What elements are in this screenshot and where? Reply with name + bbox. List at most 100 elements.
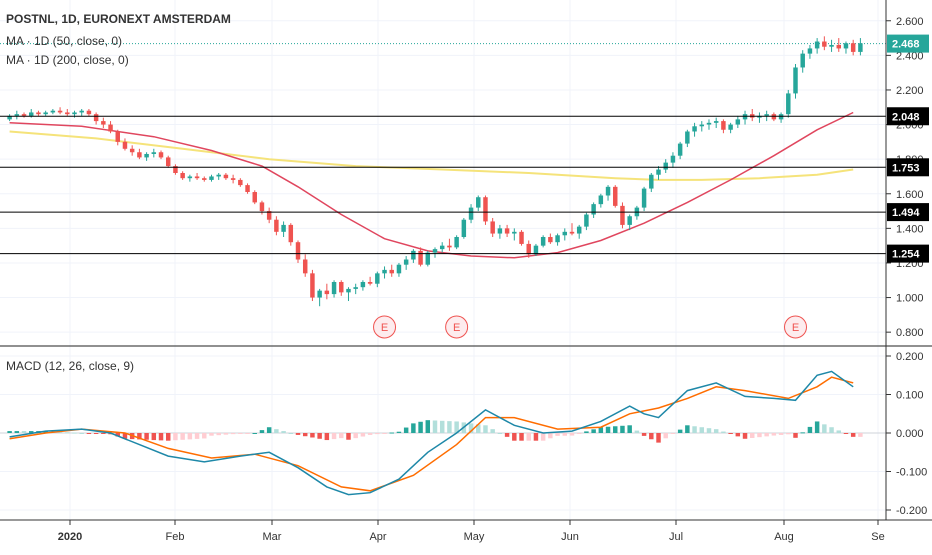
candle[interactable]: [439, 242, 445, 253]
candle[interactable]: [468, 204, 474, 224]
candle[interactable]: [757, 112, 762, 123]
candle[interactable]: [187, 174, 193, 182]
candle[interactable]: [245, 183, 250, 194]
candle[interactable]: [288, 223, 294, 246]
candle[interactable]: [807, 44, 813, 59]
candle[interactable]: [742, 110, 748, 125]
candle[interactable]: [778, 112, 784, 123]
candle[interactable]: [699, 121, 705, 132]
candle[interactable]: [576, 224, 582, 239]
candle[interactable]: [677, 141, 683, 160]
candle[interactable]: [656, 166, 661, 180]
macd-signal-line[interactable]: [9, 376, 854, 492]
candle[interactable]: [382, 266, 387, 279]
candle[interactable]: [14, 110, 20, 120]
level-price-badge[interactable]: 1.494: [887, 203, 929, 222]
candle[interactable]: [526, 240, 531, 258]
candle[interactable]: [598, 193, 604, 208]
candle[interactable]: [728, 122, 733, 134]
candle[interactable]: [194, 173, 200, 180]
candle[interactable]: [771, 112, 777, 122]
candle[interactable]: [230, 174, 236, 184]
candle[interactable]: [108, 121, 113, 134]
candle[interactable]: [317, 288, 322, 307]
ma200-legend[interactable]: MA · 1D (200, close, 0): [6, 53, 129, 67]
candle[interactable]: [447, 238, 452, 251]
candle[interactable]: [569, 223, 575, 236]
candle[interactable]: [86, 108, 92, 116]
earnings-marker[interactable]: E: [784, 315, 808, 339]
candle[interactable]: [850, 39, 856, 56]
candle[interactable]: [649, 173, 654, 193]
candle[interactable]: [122, 138, 128, 151]
candle[interactable]: [43, 110, 48, 116]
candle[interactable]: [512, 228, 517, 241]
ma50-legend[interactable]: MA · 1D (50, close, 0): [6, 34, 122, 48]
candle[interactable]: [605, 185, 611, 201]
candle[interactable]: [454, 235, 459, 250]
candle[interactable]: [21, 112, 27, 118]
candle[interactable]: [858, 38, 863, 56]
candle[interactable]: [324, 283, 330, 300]
candle[interactable]: [295, 240, 301, 263]
level-price-badge[interactable]: 1.254: [887, 244, 929, 263]
candle[interactable]: [519, 230, 524, 246]
candle[interactable]: [79, 108, 84, 116]
candle[interactable]: [490, 217, 495, 238]
level-price-badge[interactable]: 1.753: [887, 158, 929, 177]
candle[interactable]: [822, 36, 827, 51]
earnings-marker[interactable]: E: [445, 315, 469, 339]
candle[interactable]: [129, 145, 135, 156]
candle[interactable]: [504, 224, 510, 238]
candle[interactable]: [302, 254, 308, 277]
candle[interactable]: [793, 64, 798, 99]
candle[interactable]: [151, 148, 157, 158]
candle[interactable]: [180, 171, 185, 180]
ma200-line[interactable]: [9, 130, 854, 181]
candle[interactable]: [786, 89, 791, 118]
candle[interactable]: [57, 107, 63, 115]
candle[interactable]: [216, 173, 221, 180]
candle[interactable]: [165, 155, 171, 168]
candle[interactable]: [620, 202, 625, 229]
candle[interactable]: [173, 164, 178, 175]
candle[interactable]: [735, 115, 741, 129]
candle[interactable]: [346, 287, 351, 302]
candle[interactable]: [627, 214, 632, 231]
macd-line[interactable]: [9, 370, 854, 496]
candle[interactable]: [266, 207, 272, 224]
candle[interactable]: [432, 247, 438, 258]
macd-legend[interactable]: MACD (12, 26, close, 9): [6, 359, 134, 373]
level-price-badge[interactable]: 2.048: [887, 107, 929, 126]
candle[interactable]: [331, 280, 337, 298]
candle[interactable]: [584, 212, 589, 231]
candle[interactable]: [65, 108, 70, 116]
candle[interactable]: [411, 249, 416, 263]
candle[interactable]: [591, 202, 596, 218]
candle[interactable]: [115, 129, 120, 146]
candle[interactable]: [418, 247, 423, 267]
candle[interactable]: [706, 119, 712, 130]
current-price-badge[interactable]: 2.468: [887, 34, 929, 53]
candle[interactable]: [202, 176, 207, 182]
candle[interactable]: [252, 190, 257, 205]
candle[interactable]: [692, 122, 697, 137]
candle[interactable]: [274, 216, 279, 236]
candle[interactable]: [223, 173, 229, 180]
candle[interactable]: [483, 195, 488, 225]
earnings-marker[interactable]: E: [373, 315, 397, 339]
candle[interactable]: [663, 159, 668, 173]
candle[interactable]: [713, 117, 719, 129]
candle[interactable]: [685, 129, 690, 148]
candle[interactable]: [281, 221, 286, 238]
candle[interactable]: [613, 185, 618, 208]
candle[interactable]: [367, 276, 373, 286]
candle[interactable]: [209, 174, 214, 182]
candle[interactable]: [36, 110, 41, 116]
candle[interactable]: [476, 195, 481, 212]
candle[interactable]: [843, 41, 849, 54]
candle[interactable]: [836, 38, 841, 52]
candle[interactable]: [800, 50, 805, 73]
candle[interactable]: [403, 256, 409, 270]
